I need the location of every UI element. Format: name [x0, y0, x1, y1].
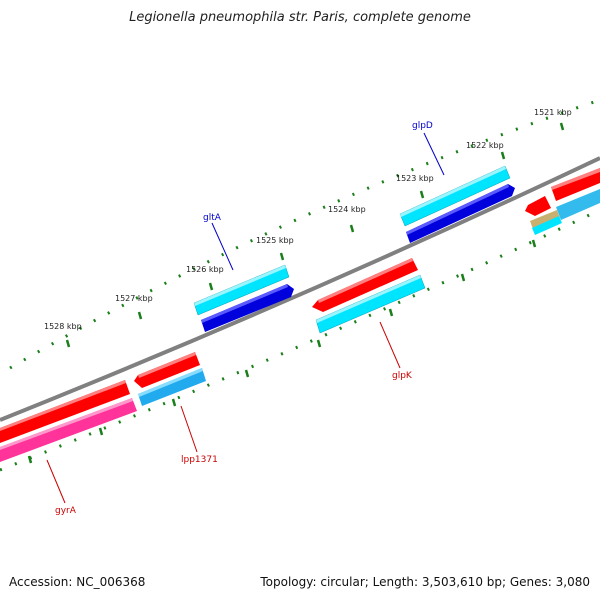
gene-right-cyan-small[interactable]	[532, 216, 562, 235]
scale-label-1528: 1528 kbp	[44, 322, 82, 331]
gene-red-gyr[interactable]	[0, 380, 130, 443]
genome-backbone	[0, 156, 600, 422]
topology-summary: Topology: circular; Length: 3,503,610 bp…	[260, 575, 590, 589]
callout-line-glpK	[379, 321, 401, 369]
gene-glpD-blue[interactable]	[406, 184, 515, 243]
map-title: Legionella pneumophila str. Paris, compl…	[129, 10, 471, 25]
gene-right-red-top	[551, 168, 600, 190]
gene-gyrA-top	[0, 398, 133, 450]
callout-line-glpD	[423, 132, 445, 176]
gene-red-mid-top	[318, 258, 413, 303]
accession-text: Accession: NC_006368	[9, 575, 146, 589]
scale-label-1522: 1522 kbp	[466, 141, 504, 150]
gene-glpK-top	[316, 275, 421, 323]
callout-line-gyrA	[46, 459, 66, 504]
gene-gltA-top	[194, 265, 286, 306]
callout-line-gltA	[211, 222, 234, 271]
callout-line-lpp1371	[180, 405, 198, 453]
scale-label-1527: 1527 kbp	[115, 294, 153, 303]
gene-label-glpD[interactable]: glpD	[412, 121, 433, 131]
gene-right-olive[interactable]	[530, 210, 560, 229]
inner-tick-ring	[0, 208, 600, 472]
scale-label-1526: 1526 kbp	[186, 265, 224, 274]
gene-lpp1371-top	[138, 368, 203, 397]
gene-glpD-top	[400, 166, 506, 217]
gene-gltA-cyan[interactable]	[193, 264, 290, 316]
inner-major-ticks	[27, 239, 537, 464]
gene-right-red-small[interactable]	[525, 196, 551, 216]
gene-red-lpp-top	[138, 352, 196, 378]
scale-label-1521: 1521 kbp	[534, 108, 572, 117]
scale-label-1525: 1525 kbp	[256, 236, 294, 245]
gene-glpD-blue-top	[406, 184, 509, 235]
gene-red-mid[interactable]	[312, 258, 418, 312]
gene-right-lightblue[interactable]	[556, 189, 600, 220]
gene-gltA-blue[interactable]	[201, 284, 294, 332]
scale-label-1523: 1523 kbp	[396, 174, 434, 183]
gene-gltA-blue-top	[201, 284, 288, 323]
scale-label-1524: 1524 kbp	[328, 205, 366, 214]
gene-label-lpp1371[interactable]: lpp1371	[181, 455, 218, 465]
outer-major-ticks	[65, 122, 565, 348]
gene-red-lpp[interactable]	[134, 352, 200, 388]
gene-label-gyrA[interactable]: gyrA	[55, 506, 77, 516]
outer-tick-ring	[9, 98, 600, 370]
gene-lpp1371[interactable]	[138, 368, 206, 406]
gene-label-glpK[interactable]: glpK	[392, 371, 413, 381]
gene-gyrA[interactable]	[0, 398, 137, 462]
gene-red-gyr-top	[0, 380, 126, 431]
gene-label-gltA[interactable]: gltA	[203, 213, 222, 223]
